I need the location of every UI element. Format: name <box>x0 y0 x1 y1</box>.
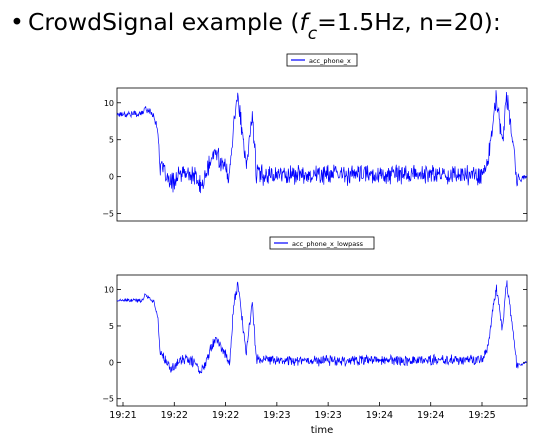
legend-label-1: acc_phone_x <box>309 57 351 65</box>
heading-suffix: =1.5Hz, n=20): <box>317 8 501 36</box>
y-tick-label-1-1: 0 <box>109 173 114 182</box>
y-tick-label-1-0: −5 <box>102 210 114 219</box>
heading-f: f <box>299 8 308 36</box>
y-tick-label-1-2: 5 <box>109 136 114 145</box>
x-axis-label: time <box>311 425 334 436</box>
x-tick-label-2: 19:22 <box>212 410 239 421</box>
series-line-acc_phone_x <box>116 90 528 194</box>
y-tick-label-2-1: 0 <box>109 358 114 367</box>
x-tick-label-1: 19:22 <box>161 410 188 421</box>
legend-box-2 <box>269 236 375 250</box>
y-tick-label-2-2: 5 <box>109 322 114 331</box>
heading-text: CrowdSignal example (fc=1.5Hz, n=20): <box>28 8 501 44</box>
y-tick-label-2-3: 10 <box>104 286 114 295</box>
y-tick-label-1-3: 10 <box>104 99 114 108</box>
x-tick-label-7: 19:25 <box>468 410 495 421</box>
slide-heading: • CrowdSignal example (fc=1.5Hz, n=20): <box>6 6 536 56</box>
x-tick-label-3: 19:23 <box>263 410 290 421</box>
heading-prefix: CrowdSignal example ( <box>28 8 300 36</box>
x-tick-label-5: 19:24 <box>366 410 393 421</box>
legend-box-1 <box>286 53 358 67</box>
series-line-acc_phone_x_lowpass <box>116 280 528 374</box>
x-tick-label-0: 19:21 <box>109 410 136 421</box>
plot-frame-2 <box>116 274 528 407</box>
x-tick-label-6: 19:24 <box>417 410 444 421</box>
x-tick-label-4: 19:23 <box>314 410 341 421</box>
bullet-glyph: • <box>10 8 24 36</box>
plot-frame-1 <box>116 87 528 222</box>
heading-subscript: c <box>307 24 318 44</box>
legend-label-2: acc_phone_x_lowpass <box>292 240 364 248</box>
y-tick-label-2-0: −5 <box>102 395 114 404</box>
